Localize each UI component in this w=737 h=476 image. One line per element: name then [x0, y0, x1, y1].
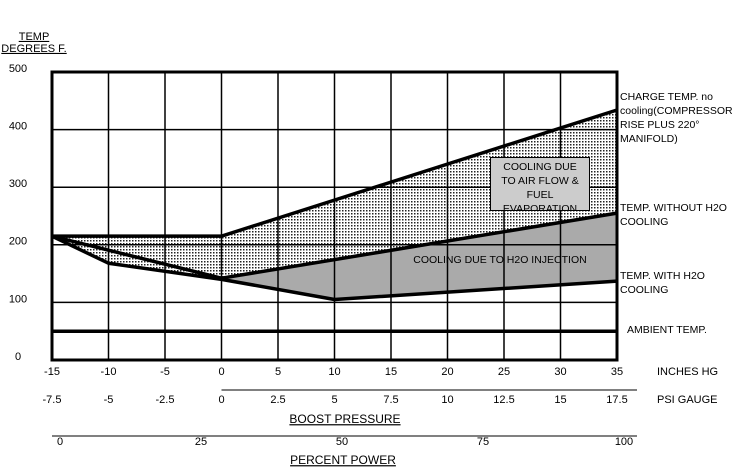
annotation-box: COOLING DUE TO AIR FLOW & FUEL EVAPORATI…: [490, 157, 590, 211]
x-tick-label: 25: [498, 366, 510, 378]
y-tick-label: 200: [9, 236, 27, 248]
x3-tick-label: 50: [336, 436, 348, 448]
x3-tick-label: 25: [195, 436, 207, 448]
x-tick-label: 0: [218, 366, 224, 378]
x-tick-label: -10: [101, 366, 117, 378]
series-label-box: TEMP. WITH H2O COOLING: [620, 270, 705, 296]
annotation-box: COOLING DUE TO H2O INJECTION: [413, 254, 587, 266]
x2-title: BOOST PRESSURE: [289, 412, 400, 426]
series-label: AMBIENT TEMP.: [627, 324, 707, 336]
x-tick-label: 15: [385, 366, 397, 378]
series-label: TEMP. WITH H2O COOLING: [620, 270, 705, 296]
x3-tick-label: 100: [615, 436, 633, 448]
series-line: [51, 234, 618, 302]
annotation: COOLING DUE TO H2O INJECTION: [413, 254, 587, 266]
y-tick-label: 500: [9, 63, 27, 75]
series-line: [52, 108, 618, 238]
x2-tick-label: -5: [104, 394, 114, 406]
x-tick-label: 30: [554, 366, 566, 378]
annotation: COOLING DUE TO AIR FLOW & FUEL EVAPORATI…: [490, 157, 590, 211]
y-axis-title: TEMP: [19, 31, 50, 43]
y-axis-title: DEGREES F.: [1, 43, 66, 55]
series-label: TEMP. WITHOUT H2O COOLING: [620, 202, 727, 228]
y-tick-label: 100: [9, 293, 27, 305]
y-tick-label: 0: [15, 351, 21, 363]
x2-tick-label: 0: [218, 394, 224, 406]
x-axis-title: INCHES HG: [657, 366, 718, 378]
x-tick-label: 20: [441, 366, 453, 378]
x2-tick-label: 2.5: [270, 394, 285, 406]
x2-tick-label: -2.5: [156, 394, 175, 406]
x3-title: PERCENT POWER: [290, 453, 396, 467]
series-label-box: CHARGE TEMP. no cooling(COMPRESSOR RISE …: [620, 91, 733, 145]
x2-tick-label: 5: [331, 394, 337, 406]
x2-tick-label: 12.5: [493, 394, 514, 406]
cooling-band-h2o: [221, 213, 617, 300]
x2-tick-label: -7.5: [43, 394, 62, 406]
series-label: CHARGE TEMP. no cooling(COMPRESSOR RISE …: [620, 91, 733, 145]
x-tick-label: 35: [611, 366, 623, 378]
y-tick-label: 300: [9, 178, 27, 190]
x-tick-label: 10: [328, 366, 340, 378]
series-label-box: AMBIENT TEMP.: [627, 324, 707, 336]
series-label-box: TEMP. WITHOUT H2O COOLING: [620, 202, 727, 228]
y-tick-label: 400: [9, 121, 27, 133]
x2-tick-label: 15: [554, 394, 566, 406]
x-tick-label: -5: [160, 366, 170, 378]
x2-tick-label: 7.5: [383, 394, 398, 406]
x3-tick-label: 0: [57, 436, 63, 448]
x2-tick-label: 10: [441, 394, 453, 406]
x2-axis-title: PSI GAUGE: [657, 394, 718, 406]
x3-tick-label: 75: [477, 436, 489, 448]
plot-frame: [50, 70, 619, 362]
x-tick-label: -15: [44, 366, 60, 378]
x2-tick-label: 17.5: [606, 394, 627, 406]
x-tick-label: 5: [275, 366, 281, 378]
